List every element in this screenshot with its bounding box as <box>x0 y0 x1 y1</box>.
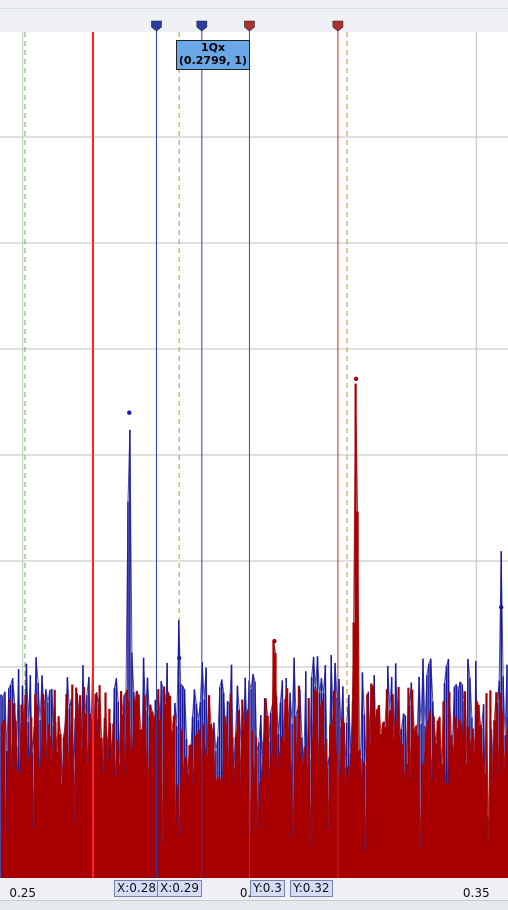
series-1-stems <box>0 383 508 878</box>
tag-x-028[interactable]: X:0.28 <box>114 880 159 897</box>
series-1-peak-0 <box>353 376 359 382</box>
scrollbar-area[interactable] <box>0 900 508 910</box>
qy-marker-2-handle[interactable] <box>332 20 344 32</box>
qy-marker-handle[interactable] <box>244 20 255 32</box>
tooltip-title: 1Qx <box>200 41 226 54</box>
x-tick-label-2: 0.35 <box>463 886 490 900</box>
series-1-line <box>1 383 508 850</box>
series-0-peak-1 <box>176 655 182 661</box>
peak-tooltip: 1Qx (0.2799, 1) <box>176 40 250 70</box>
tag-y-032[interactable]: Y:0.32 <box>290 880 333 897</box>
qx-marker-2-handle[interactable] <box>196 20 208 32</box>
tag-x-029[interactable]: X:0.29 <box>157 880 202 897</box>
tag-y-03[interactable]: Y:0.3 <box>250 880 285 897</box>
series-0-peak-2 <box>498 605 504 610</box>
tooltip-value: (0.2799, 1) <box>178 54 248 67</box>
x-tick-label-0: 0.25 <box>9 886 36 900</box>
series-1-peak-1 <box>272 638 277 644</box>
series-0-peak-0 <box>127 410 132 415</box>
qx-marker-handle[interactable] <box>151 20 162 32</box>
